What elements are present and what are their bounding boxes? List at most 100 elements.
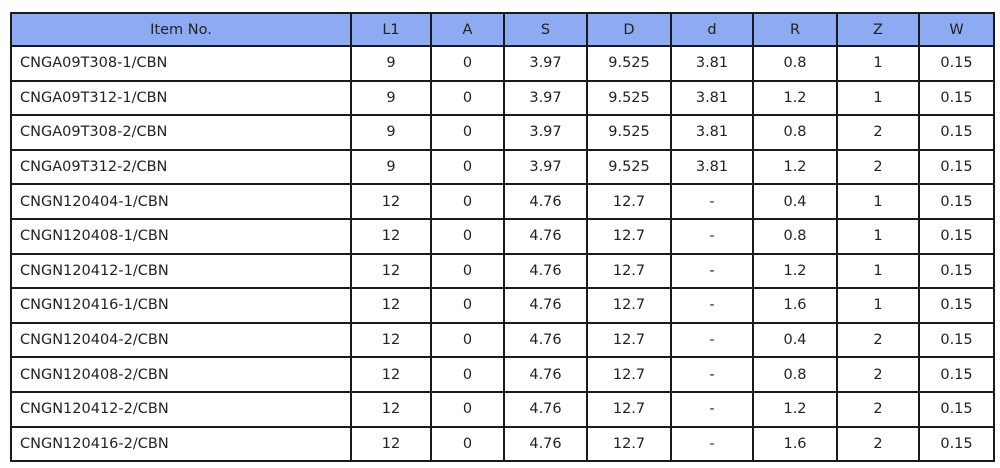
table-row: CNGA09T312-1/CBN 9 0 3.97 9.525 3.81 1.2 1 0.15 xyxy=(10,79,995,117)
value-cell: 4.76 xyxy=(503,356,588,393)
value-cell: 4.76 xyxy=(503,425,588,463)
value-cell: 0.15 xyxy=(918,148,995,186)
value-cell: 4.76 xyxy=(503,390,588,428)
value-cell: 9 xyxy=(350,79,432,117)
value-cell: 0 xyxy=(430,45,505,82)
value-cell: 0 xyxy=(430,252,505,290)
value-cell: - xyxy=(670,183,754,220)
value-cell: 0.15 xyxy=(918,183,995,220)
value-cell: 1 xyxy=(836,183,920,220)
value-cell: 0 xyxy=(430,79,505,117)
value-cell: 9.525 xyxy=(586,148,672,186)
value-cell: 0.8 xyxy=(752,217,838,255)
header-cell: D xyxy=(586,12,672,47)
header-cell: A xyxy=(430,12,505,47)
value-cell: 1 xyxy=(836,217,920,255)
item-cell: CNGN120412-2/CBN xyxy=(10,390,352,428)
value-cell: - xyxy=(670,425,754,463)
item-cell: CNGN120408-2/CBN xyxy=(10,356,352,393)
value-cell: 3.97 xyxy=(503,148,588,186)
value-cell: 12.7 xyxy=(586,321,672,359)
value-cell: 12.7 xyxy=(586,183,672,220)
value-cell: - xyxy=(670,321,754,359)
header-cell: Item No. xyxy=(10,12,352,47)
value-cell: 0 xyxy=(430,287,505,324)
value-cell: 1.2 xyxy=(752,79,838,117)
item-cell: CNGA09T308-1/CBN xyxy=(10,45,352,82)
value-cell: 12 xyxy=(350,425,432,463)
value-cell: 0 xyxy=(430,321,505,359)
item-cell: CNGN120404-2/CBN xyxy=(10,321,352,359)
value-cell: 12 xyxy=(350,356,432,393)
value-cell: 0 xyxy=(430,217,505,255)
value-cell: 0 xyxy=(430,148,505,186)
value-cell: 0 xyxy=(430,183,505,220)
value-cell: 9 xyxy=(350,114,432,151)
value-cell: 0.15 xyxy=(918,217,995,255)
value-cell: 4.76 xyxy=(503,252,588,290)
value-cell: 3.97 xyxy=(503,79,588,117)
value-cell: 3.97 xyxy=(503,45,588,82)
value-cell: 12 xyxy=(350,287,432,324)
table-row: CNGN120408-2/CBN 12 0 4.76 12.7-0.8 2 0.15 xyxy=(10,356,995,393)
table-row: CNGN120416-1/CBN 12 0 4.76 12.7-1.6 1 0.15 xyxy=(10,287,995,324)
value-cell: 12 xyxy=(350,183,432,220)
value-cell: 0.15 xyxy=(918,114,995,151)
value-cell: 2 xyxy=(836,425,920,463)
table-body: CNGA09T308-1/CBN 9 0 3.97 9.525 3.81 0.8 1 0.15 C… xyxy=(10,45,995,463)
value-cell: 2 xyxy=(836,390,920,428)
value-cell: 3.81 xyxy=(670,114,754,151)
value-cell: 3.97 xyxy=(503,114,588,151)
value-cell: 0.8 xyxy=(752,356,838,393)
value-cell: 2 xyxy=(836,114,920,151)
value-cell: 0 xyxy=(430,390,505,428)
value-cell: 12 xyxy=(350,217,432,255)
value-cell: 12.7 xyxy=(586,287,672,324)
item-cell: CNGA09T312-2/CBN xyxy=(10,148,352,186)
value-cell: 12 xyxy=(350,252,432,290)
value-cell: 1 xyxy=(836,287,920,324)
value-cell: 12.7 xyxy=(586,390,672,428)
value-cell: - xyxy=(670,390,754,428)
value-cell: 0.15 xyxy=(918,356,995,393)
item-cell: CNGN120416-2/CBN xyxy=(10,425,352,463)
value-cell: 4.76 xyxy=(503,183,588,220)
header-cell: Z xyxy=(836,12,920,47)
value-cell: 9.525 xyxy=(586,79,672,117)
value-cell: 4.76 xyxy=(503,321,588,359)
table-row: CNGN120412-2/CBN 12 0 4.76 12.7-1.2 2 0.15 xyxy=(10,390,995,428)
item-cell: CNGN120416-1/CBN xyxy=(10,287,352,324)
value-cell: 2 xyxy=(836,321,920,359)
table-row: CNGN120416-2/CBN 12 0 4.76 12.7-1.6 2 0.15 xyxy=(10,425,995,463)
table-row: CNGN120404-1/CBN 12 0 4.76 12.7-0.4 1 0.15 xyxy=(10,183,995,220)
table-row: CNGN120404-2/CBN 12 0 4.76 12.7-0.4 2 0.15 xyxy=(10,321,995,359)
header-cell: S xyxy=(503,12,588,47)
value-cell: 1.2 xyxy=(752,252,838,290)
value-cell: 9.525 xyxy=(586,45,672,82)
value-cell: 1.6 xyxy=(752,287,838,324)
table-row: CNGN120408-1/CBN 12 0 4.76 12.7-0.8 1 0.15 xyxy=(10,217,995,255)
value-cell: 0.15 xyxy=(918,321,995,359)
value-cell: 3.81 xyxy=(670,148,754,186)
value-cell: 1.2 xyxy=(752,390,838,428)
value-cell: 0 xyxy=(430,425,505,463)
value-cell: - xyxy=(670,356,754,393)
value-cell: 0.15 xyxy=(918,287,995,324)
value-cell: 1.6 xyxy=(752,425,838,463)
value-cell: 0 xyxy=(430,114,505,151)
header-cell: L1 xyxy=(350,12,432,47)
item-cell: CNGN120408-1/CBN xyxy=(10,217,352,255)
value-cell: 1.2 xyxy=(752,148,838,186)
value-cell: - xyxy=(670,252,754,290)
value-cell: 0.8 xyxy=(752,114,838,151)
value-cell: 9 xyxy=(350,148,432,186)
item-cell: CNGA09T312-1/CBN xyxy=(10,79,352,117)
value-cell: - xyxy=(670,287,754,324)
value-cell: 0.4 xyxy=(752,321,838,359)
table-row: CNGA09T312-2/CBN 9 0 3.97 9.525 3.81 1.2 2 0.15 xyxy=(10,148,995,186)
value-cell: 12.7 xyxy=(586,217,672,255)
value-cell: 9 xyxy=(350,45,432,82)
